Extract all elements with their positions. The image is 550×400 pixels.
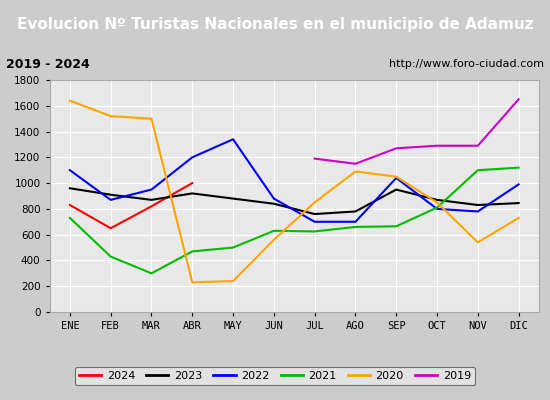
Text: http://www.foro-ciudad.com: http://www.foro-ciudad.com	[389, 59, 544, 69]
Text: 2019 - 2024: 2019 - 2024	[6, 58, 89, 70]
Text: Evolucion Nº Turistas Nacionales en el municipio de Adamuz: Evolucion Nº Turistas Nacionales en el m…	[16, 16, 534, 32]
Legend: 2024, 2023, 2022, 2021, 2020, 2019: 2024, 2023, 2022, 2021, 2020, 2019	[75, 366, 475, 386]
